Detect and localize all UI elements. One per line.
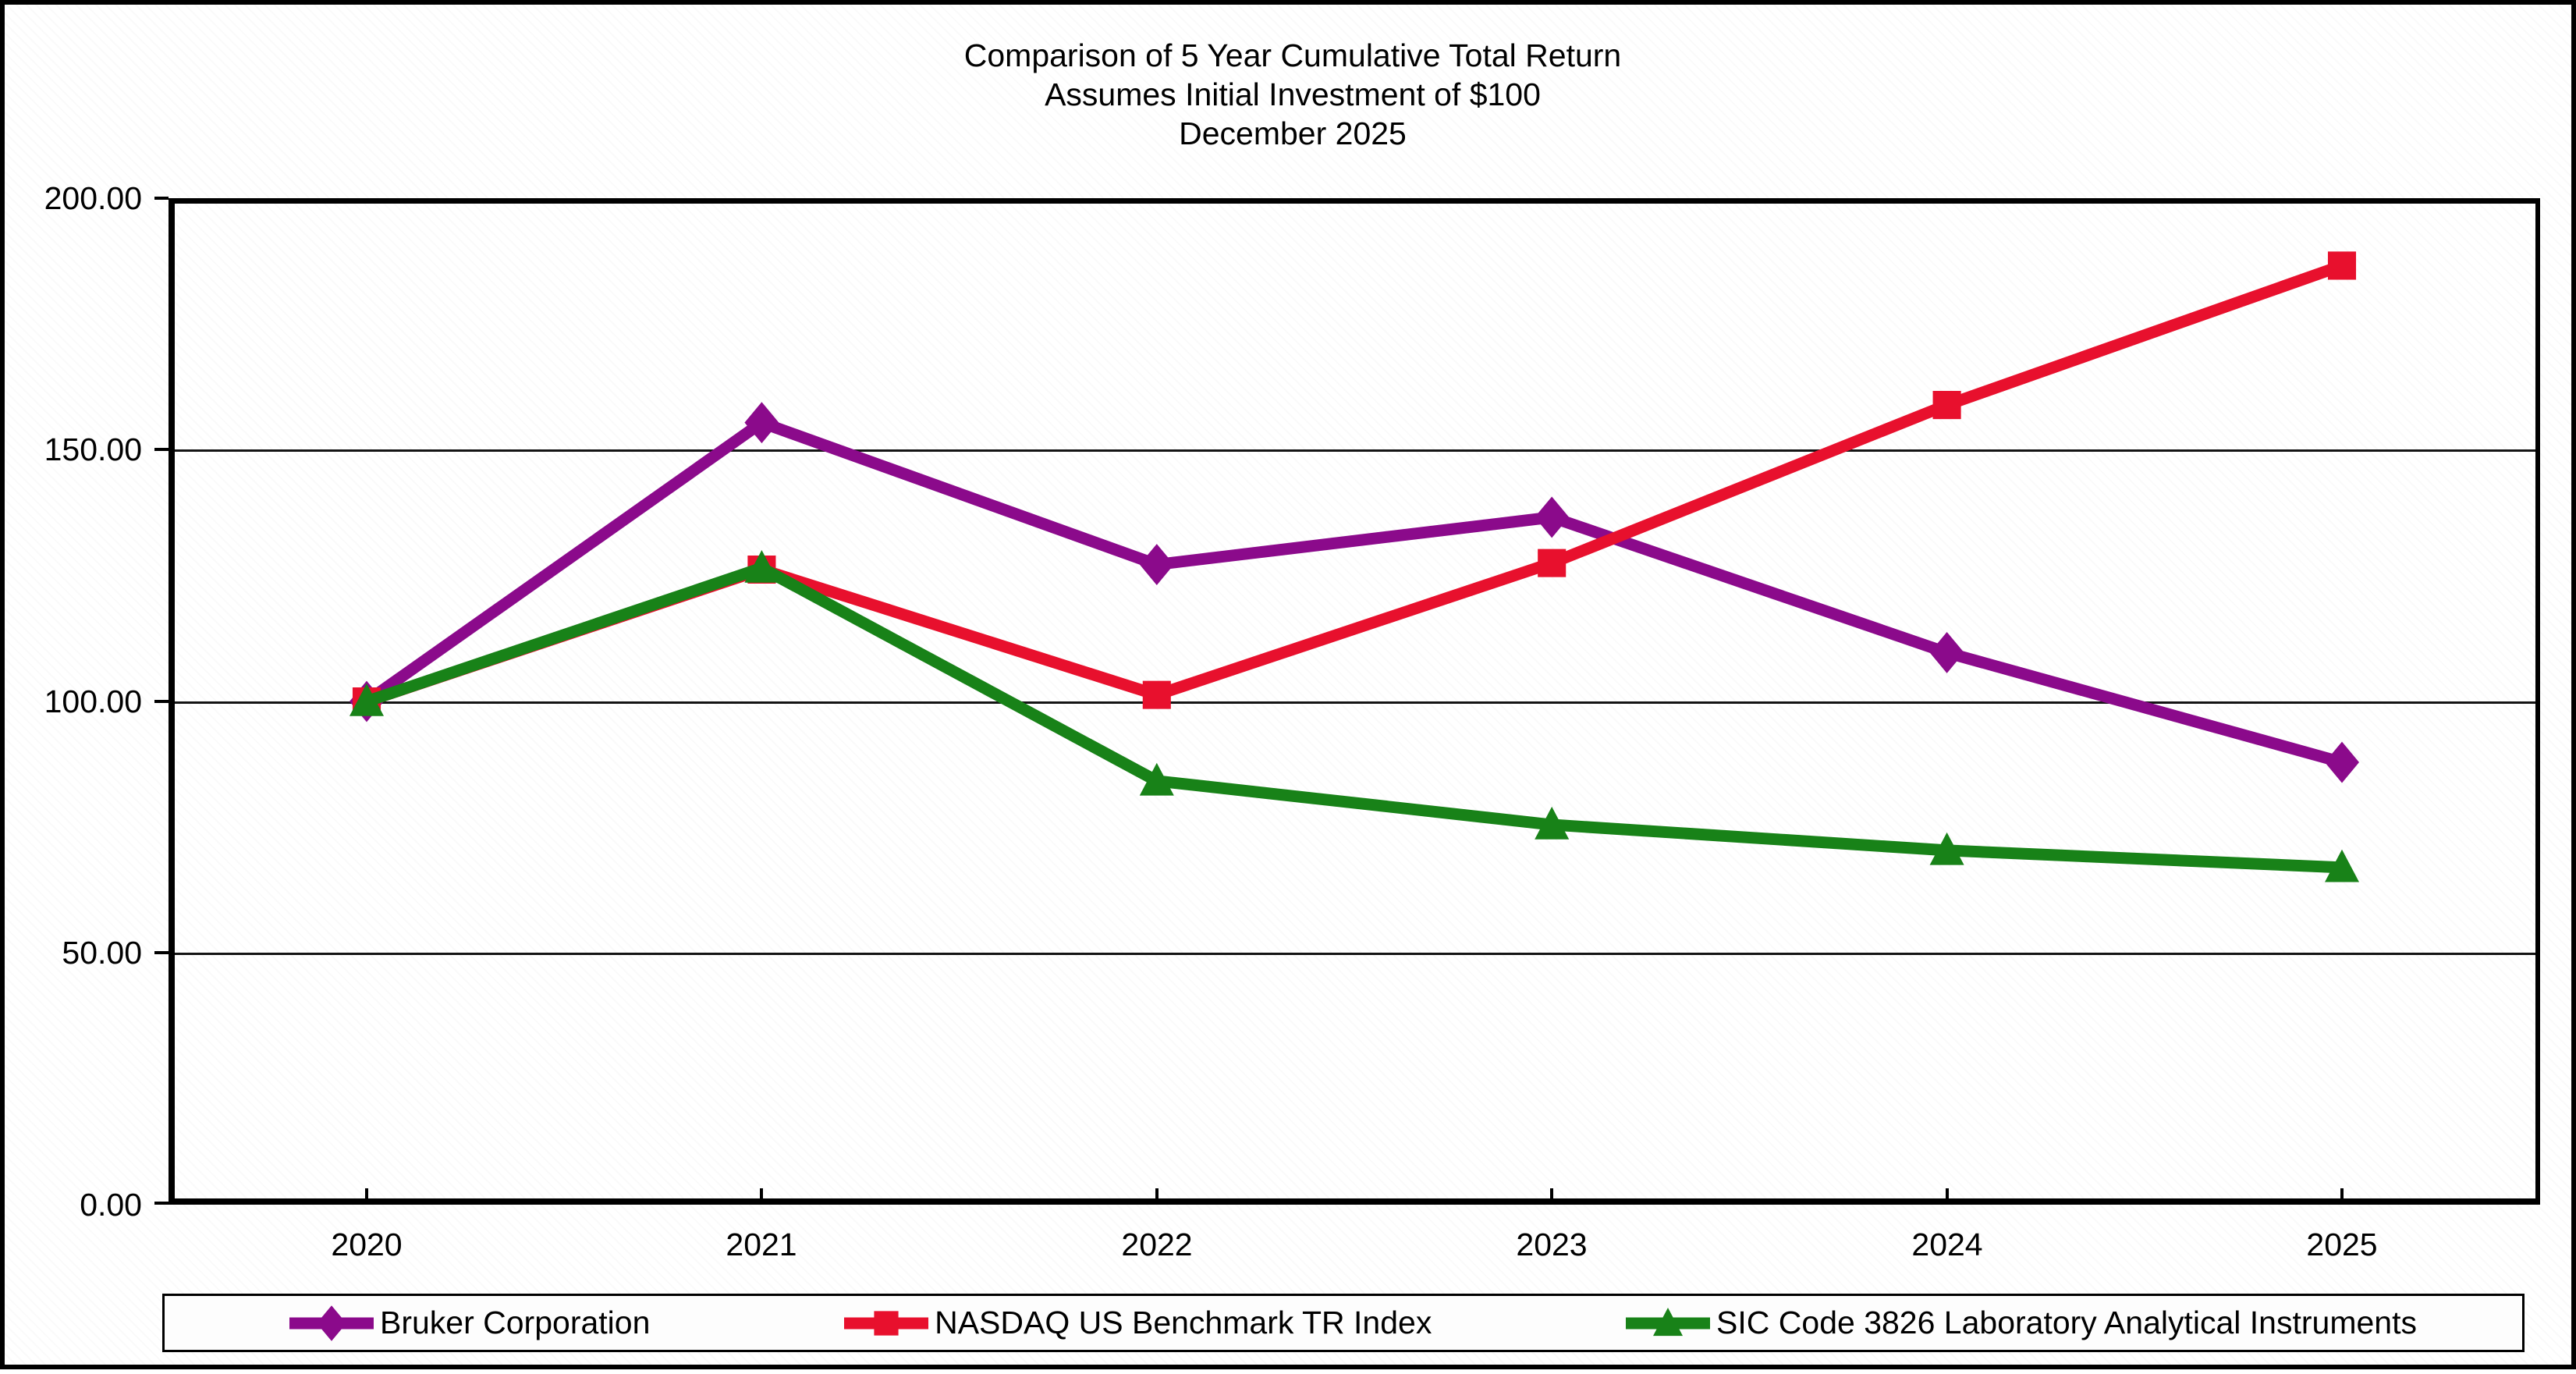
title-line-3: December 2025: [1179, 115, 1407, 151]
red-square-line-icon: [844, 1310, 929, 1336]
legend-item-bruker: Bruker Corporation: [288, 1301, 650, 1345]
gridline-150: [175, 449, 2535, 452]
x-axis-tick: [1550, 1188, 1553, 1198]
title-line-1: Comparison of 5 Year Cumulative Total Re…: [963, 37, 1622, 73]
legend-label: NASDAQ US Benchmark TR Index: [935, 1305, 1432, 1340]
y-axis-tick-label: 50.00: [62, 935, 142, 971]
y-axis-tick: [154, 700, 169, 703]
title-line-2: Assumes Initial Investment of $100: [1045, 76, 1541, 112]
x-axis-tick-label: 2025: [2306, 1227, 2378, 1262]
gridline-100: [175, 701, 2535, 704]
x-axis-tick-label: 2024: [1911, 1227, 1983, 1262]
x-axis-tick-label: 2022: [1121, 1227, 1193, 1262]
x-axis-tick: [365, 1188, 368, 1198]
legend-item-sic-3826: SIC Code 3826 Laboratory Analytical Inst…: [1624, 1301, 2417, 1345]
plot-area: [169, 198, 2540, 1205]
y-axis-tick-label: 100.00: [44, 683, 142, 719]
legend-label: SIC Code 3826 Laboratory Analytical Inst…: [1716, 1305, 2417, 1340]
y-axis-tick-label: 200.00: [44, 180, 142, 216]
x-axis-tick: [1155, 1188, 1158, 1198]
x-axis-tick-label: 2020: [331, 1227, 403, 1262]
y-axis-tick: [154, 197, 169, 200]
gridline-50: [175, 953, 2535, 955]
legend: Bruker Corporation NASDAQ US Benchmark T…: [162, 1294, 2525, 1352]
x-axis-tick: [2340, 1188, 2344, 1198]
legend-item-nasdaq: NASDAQ US Benchmark TR Index: [843, 1301, 1432, 1345]
y-axis-tick-label: 0.00: [80, 1187, 142, 1223]
x-axis-tick-label: 2023: [1516, 1227, 1588, 1262]
y-axis-tick-label: 150.00: [44, 431, 142, 467]
x-axis-tick-label: 2021: [726, 1227, 797, 1262]
y-axis-tick: [154, 951, 169, 954]
y-axis-tick: [154, 448, 169, 451]
legend-label: Bruker Corporation: [380, 1305, 651, 1340]
x-axis-tick: [1946, 1188, 1949, 1198]
chart-title: Comparison of 5 Year Cumulative Total Re…: [5, 36, 2576, 153]
y-axis-tick: [154, 1202, 169, 1205]
green-triangle-line-icon: [1626, 1307, 1711, 1336]
x-axis-tick: [760, 1188, 763, 1198]
purple-diamond-line-icon: [289, 1305, 374, 1341]
